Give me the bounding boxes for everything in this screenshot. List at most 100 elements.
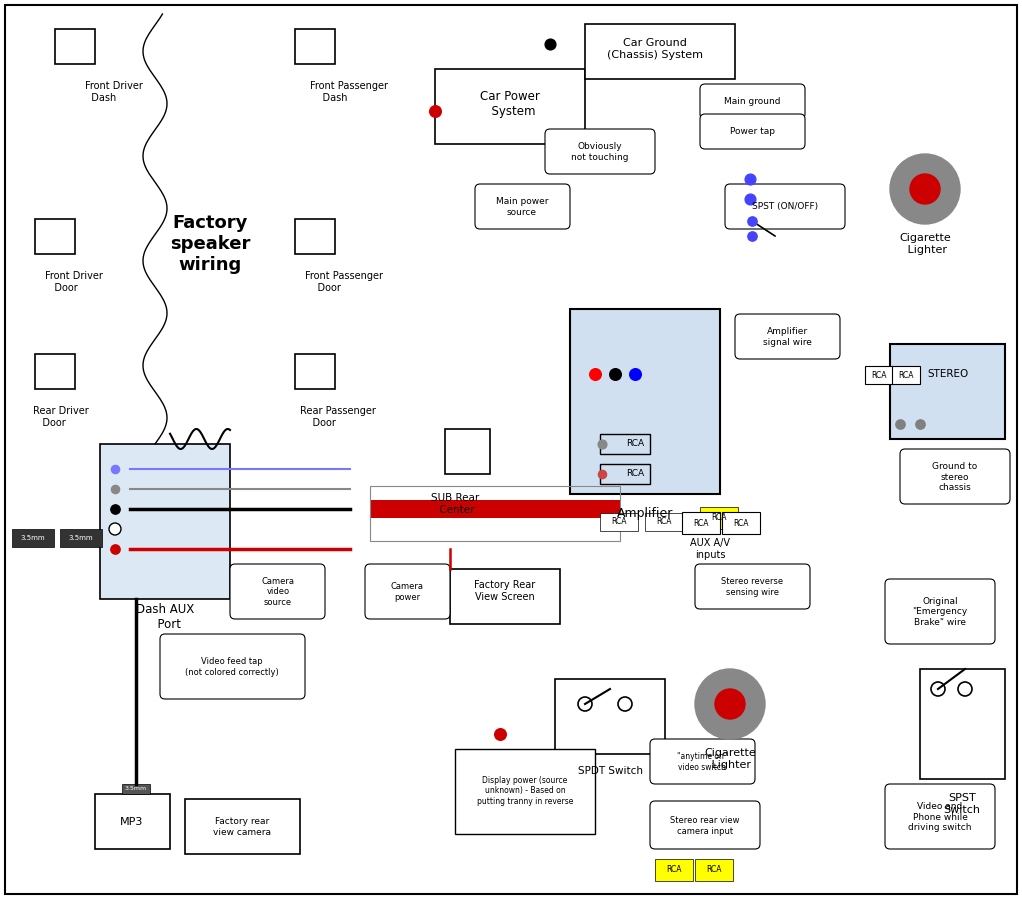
Text: Camera
power: Camera power bbox=[390, 583, 423, 601]
Text: Factory rear
view camera: Factory rear view camera bbox=[213, 817, 271, 837]
Text: Front Passenger
    Dash: Front Passenger Dash bbox=[310, 81, 388, 102]
Bar bbox=[920, 669, 1005, 779]
Text: RCA: RCA bbox=[711, 513, 727, 522]
Bar bbox=[185, 799, 300, 854]
Bar bbox=[60, 529, 102, 547]
Bar bbox=[35, 354, 75, 389]
FancyBboxPatch shape bbox=[900, 449, 1010, 504]
Text: RCA: RCA bbox=[625, 469, 644, 478]
Bar bbox=[600, 513, 638, 531]
Bar bbox=[700, 507, 738, 529]
FancyBboxPatch shape bbox=[700, 114, 805, 149]
Bar bbox=[892, 366, 920, 384]
Point bbox=[742, 172, 758, 186]
FancyBboxPatch shape bbox=[365, 564, 450, 619]
Point bbox=[744, 229, 760, 244]
Bar bbox=[600, 464, 650, 484]
Bar bbox=[585, 24, 735, 79]
Text: Amplifier: Amplifier bbox=[617, 508, 673, 521]
Bar bbox=[570, 309, 721, 494]
Text: Amplifier
signal wire: Amplifier signal wire bbox=[762, 327, 811, 347]
Point bbox=[744, 214, 760, 228]
Bar bbox=[655, 859, 693, 881]
Point bbox=[607, 367, 623, 381]
Point bbox=[587, 367, 603, 381]
Bar bbox=[95, 794, 170, 849]
Text: STEREO: STEREO bbox=[927, 369, 969, 379]
Bar bbox=[295, 29, 335, 64]
Text: Rear Driver
   Door: Rear Driver Door bbox=[33, 406, 89, 428]
Bar bbox=[35, 219, 75, 254]
FancyBboxPatch shape bbox=[735, 314, 840, 359]
Text: RCA: RCA bbox=[625, 440, 644, 449]
Text: Camera
video
source: Camera video source bbox=[262, 577, 294, 607]
Circle shape bbox=[618, 697, 632, 711]
FancyBboxPatch shape bbox=[475, 184, 570, 229]
Text: RCA: RCA bbox=[666, 866, 682, 875]
Bar bbox=[682, 512, 721, 534]
Circle shape bbox=[578, 697, 592, 711]
Text: Video feed tap
(not colored correctly): Video feed tap (not colored correctly) bbox=[185, 657, 279, 677]
Text: Front Passenger
    Door: Front Passenger Door bbox=[305, 271, 383, 293]
Bar bbox=[455, 749, 595, 834]
Text: Ground to
stereo
chassis: Ground to stereo chassis bbox=[932, 462, 978, 492]
Text: AUX A/V
inputs: AUX A/V inputs bbox=[690, 539, 730, 560]
Text: Power tap: Power tap bbox=[730, 128, 775, 137]
Text: RCA: RCA bbox=[693, 519, 708, 528]
FancyBboxPatch shape bbox=[545, 129, 655, 174]
Bar bbox=[695, 859, 733, 881]
Bar bbox=[55, 29, 95, 64]
Point bbox=[542, 37, 558, 51]
Text: Front Driver
   Door: Front Driver Door bbox=[45, 271, 103, 293]
Bar bbox=[295, 354, 335, 389]
Text: Stereo reverse
sensing wire: Stereo reverse sensing wire bbox=[721, 577, 783, 597]
FancyBboxPatch shape bbox=[885, 784, 995, 849]
Bar bbox=[370, 500, 620, 518]
Bar bbox=[450, 569, 560, 624]
Text: RCA: RCA bbox=[611, 518, 626, 527]
Text: Dash AUX
  Port: Dash AUX Port bbox=[136, 603, 194, 631]
Bar bbox=[435, 69, 585, 144]
Bar bbox=[295, 219, 335, 254]
Point bbox=[626, 367, 643, 381]
Text: Main ground: Main ground bbox=[724, 97, 780, 106]
Text: MP3: MP3 bbox=[121, 817, 144, 827]
Point bbox=[107, 482, 124, 496]
Text: Video and
Phone while
driving switch: Video and Phone while driving switch bbox=[909, 802, 972, 832]
Text: 3.5mm: 3.5mm bbox=[68, 535, 93, 541]
Text: Rear Passenger
    Door: Rear Passenger Door bbox=[300, 406, 376, 428]
Bar bbox=[865, 366, 893, 384]
Text: RCA: RCA bbox=[733, 519, 749, 528]
FancyBboxPatch shape bbox=[695, 564, 810, 609]
Bar bbox=[600, 434, 650, 454]
Point bbox=[492, 726, 508, 741]
Point bbox=[742, 191, 758, 206]
Text: Front Driver
  Dash: Front Driver Dash bbox=[85, 81, 143, 102]
Bar bbox=[645, 513, 683, 531]
FancyBboxPatch shape bbox=[725, 184, 845, 229]
Text: Obviously
not touching: Obviously not touching bbox=[571, 142, 629, 162]
Bar bbox=[722, 512, 760, 534]
Circle shape bbox=[715, 689, 745, 719]
Text: Car Power
  System: Car Power System bbox=[480, 90, 540, 118]
Text: RCA: RCA bbox=[656, 518, 671, 527]
Text: SPST
Switch: SPST Switch bbox=[943, 793, 980, 814]
FancyBboxPatch shape bbox=[885, 579, 995, 644]
Bar bbox=[555, 679, 665, 754]
Bar bbox=[370, 486, 620, 541]
Point bbox=[427, 103, 444, 118]
FancyBboxPatch shape bbox=[700, 84, 805, 119]
Circle shape bbox=[890, 154, 960, 224]
Circle shape bbox=[109, 523, 121, 535]
Text: Stereo rear view
camera input: Stereo rear view camera input bbox=[670, 816, 740, 836]
Text: 3.5mm: 3.5mm bbox=[125, 787, 147, 791]
Bar bbox=[12, 529, 54, 547]
Circle shape bbox=[958, 682, 972, 696]
Point bbox=[107, 502, 124, 516]
Text: RCA: RCA bbox=[898, 370, 914, 379]
Point bbox=[107, 542, 124, 556]
Text: SPST (ON/OFF): SPST (ON/OFF) bbox=[752, 201, 818, 210]
Bar bbox=[890, 344, 1005, 439]
Text: 3.5mm: 3.5mm bbox=[20, 535, 45, 541]
Circle shape bbox=[910, 174, 940, 204]
